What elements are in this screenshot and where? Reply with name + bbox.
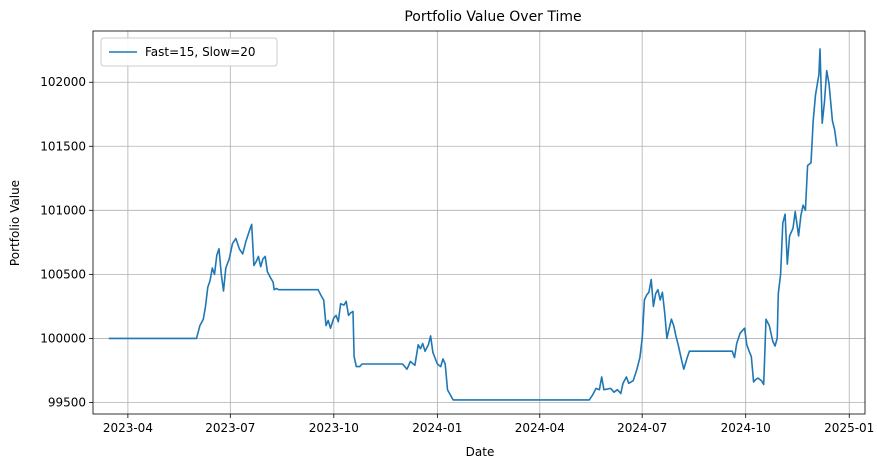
x-tick-label: 2023-10	[309, 421, 359, 435]
legend: Fast=15, Slow=20	[100, 37, 278, 67]
y-tick-label: 99500	[48, 395, 86, 409]
grid-lines	[93, 31, 865, 414]
x-tick-label: 2023-04	[103, 421, 153, 435]
x-tick-label: 2024-10	[721, 421, 771, 435]
x-tick-label: 2024-04	[515, 421, 565, 435]
plot-frame	[92, 30, 866, 415]
x-tick-label: 2024-07	[617, 421, 667, 435]
y-tick-label: 100000	[40, 331, 86, 345]
legend-label: Fast=15, Slow=20	[145, 45, 256, 59]
x-tick-label: 2023-07	[205, 421, 255, 435]
y-tick-label: 100500	[40, 267, 86, 281]
y-tick-label: 102000	[40, 75, 86, 89]
chart-title: Portfolio Value Over Time	[404, 9, 581, 25]
x-tick-label: 2024-01	[412, 421, 462, 435]
axis-ticks: 2023-04 2023-07 2023-10 2024-01 2024-04 2024-…	[40, 75, 874, 435]
legend-box	[100, 37, 278, 67]
y-tick-label: 101500	[40, 139, 86, 153]
y-axis-label: Portfolio Value	[8, 180, 22, 266]
x-axis-label: Date	[466, 445, 495, 459]
series-line	[108, 48, 838, 401]
y-tick-label: 101000	[40, 203, 86, 217]
series-layer	[108, 48, 838, 401]
x-tick-label: 2025-01	[824, 421, 874, 435]
